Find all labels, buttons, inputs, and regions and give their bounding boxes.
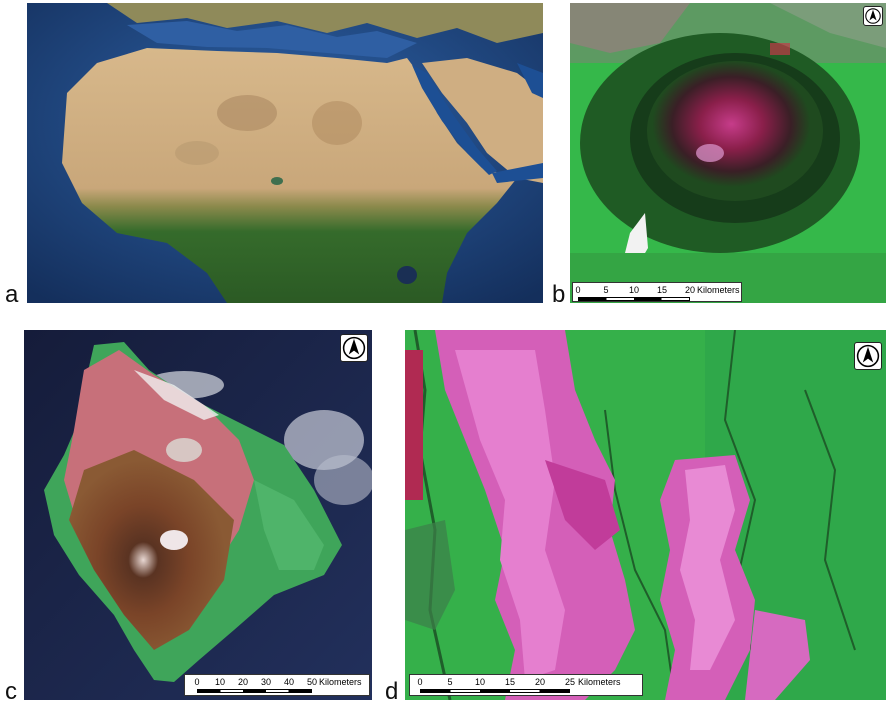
scale-d-tick-5: 25 — [564, 677, 576, 687]
scale-c-tick-5: 50 — [306, 677, 318, 687]
north-arrow-d — [854, 342, 882, 370]
scale-d-tick-3: 15 — [504, 677, 516, 687]
scale-b-unit: Kilometers — [697, 285, 740, 295]
scale-b-tick-2: 10 — [628, 285, 640, 295]
africa-satellite-image — [27, 3, 543, 303]
scale-c-tick-2: 20 — [237, 677, 249, 687]
panel-d-map: 0 5 10 15 20 25 Kilometers — [405, 330, 886, 700]
scale-c-unit: Kilometers — [319, 677, 362, 687]
scale-d-tick-2: 10 — [474, 677, 486, 687]
scale-c-tick-3: 30 — [260, 677, 272, 687]
scale-d-bar — [420, 689, 570, 693]
scale-b-tick-1: 5 — [603, 285, 609, 295]
scale-c-bar — [197, 689, 312, 693]
panel-letter-d: d — [385, 678, 399, 705]
scale-d-unit: Kilometers — [578, 677, 621, 687]
scale-bar-c: 0 10 20 30 40 50 Kilometers — [184, 674, 370, 696]
panel-letter-b: b — [552, 281, 566, 308]
scale-bar-d: 0 5 10 15 20 25 Kilometers — [409, 674, 643, 696]
scale-b-tick-3: 15 — [656, 285, 668, 295]
scale-c-tick-1: 10 — [214, 677, 226, 687]
scale-bar-b: 0 5 10 15 20 Kilometers — [572, 282, 742, 302]
island-satellite-image — [24, 330, 372, 700]
scale-d-tick-1: 5 — [447, 677, 453, 687]
north-arrow-c — [340, 334, 368, 362]
mountain-false-color-image — [570, 3, 886, 303]
scale-b-tick-0: 0 — [575, 285, 581, 295]
panel-b-map: 0 5 10 15 20 Kilometers — [570, 3, 886, 303]
scale-b-tick-4: 20 — [684, 285, 696, 295]
north-arrow-icon — [865, 8, 881, 24]
deforestation-false-color-image — [405, 330, 886, 700]
scale-d-tick-4: 20 — [534, 677, 546, 687]
scale-b-bar — [578, 297, 690, 301]
north-arrow-icon — [342, 336, 366, 360]
scale-c-tick-0: 0 — [194, 677, 200, 687]
scale-d-tick-0: 0 — [417, 677, 423, 687]
panel-letter-c: c — [5, 678, 17, 705]
north-arrow-b — [863, 6, 883, 26]
panel-a-map: a — [27, 3, 543, 303]
north-arrow-icon — [856, 344, 880, 368]
scale-c-tick-4: 40 — [283, 677, 295, 687]
panel-c-map: 0 10 20 30 40 50 Kilometers — [24, 330, 372, 700]
panel-letter-a: a — [5, 281, 19, 308]
